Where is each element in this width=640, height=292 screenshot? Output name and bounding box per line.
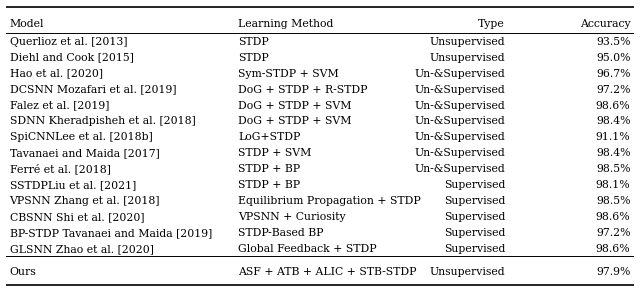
Text: Un-&Supervised: Un-&Supervised [414, 132, 505, 142]
Text: 98.4%: 98.4% [596, 117, 630, 126]
Text: Un-&Supervised: Un-&Supervised [414, 148, 505, 158]
Text: Ours: Ours [10, 267, 36, 277]
Text: Diehl and Cook [2015]: Diehl and Cook [2015] [10, 53, 133, 63]
Text: Supervised: Supervised [444, 212, 505, 222]
Text: 98.4%: 98.4% [596, 148, 630, 158]
Text: 93.5%: 93.5% [596, 37, 630, 47]
Text: Querlioz et al. [2013]: Querlioz et al. [2013] [10, 37, 127, 47]
Text: Un-&Supervised: Un-&Supervised [414, 85, 505, 95]
Text: 98.6%: 98.6% [596, 244, 630, 254]
Text: 91.1%: 91.1% [596, 132, 630, 142]
Text: SSTDPLiu et al. [2021]: SSTDPLiu et al. [2021] [10, 180, 136, 190]
Text: DoG + STDP + SVM: DoG + STDP + SVM [239, 100, 352, 110]
Text: Falez et al. [2019]: Falez et al. [2019] [10, 100, 109, 110]
Text: Equilibrium Propagation + STDP: Equilibrium Propagation + STDP [239, 196, 421, 206]
Text: BP-STDP Tavanaei and Maida [2019]: BP-STDP Tavanaei and Maida [2019] [10, 228, 212, 238]
Text: Supervised: Supervised [444, 180, 505, 190]
Text: Learning Method: Learning Method [239, 19, 334, 29]
Text: STDP-Based BP: STDP-Based BP [239, 228, 324, 238]
Text: ASF + ATB + ALIC + STB-STDP: ASF + ATB + ALIC + STB-STDP [239, 267, 417, 277]
Text: Model: Model [10, 19, 44, 29]
Text: Ferré et al. [2018]: Ferré et al. [2018] [10, 164, 111, 175]
Text: Un-&Supervised: Un-&Supervised [414, 164, 505, 174]
Text: Hao et al. [2020]: Hao et al. [2020] [10, 69, 102, 79]
Text: 98.6%: 98.6% [596, 100, 630, 110]
Text: Unsupervised: Unsupervised [429, 37, 505, 47]
Text: 98.5%: 98.5% [596, 164, 630, 174]
Text: 98.5%: 98.5% [596, 196, 630, 206]
Text: DCSNN Mozafari et al. [2019]: DCSNN Mozafari et al. [2019] [10, 85, 176, 95]
Text: 97.9%: 97.9% [596, 267, 630, 277]
Text: Tavanaei and Maida [2017]: Tavanaei and Maida [2017] [10, 148, 159, 158]
Text: Supervised: Supervised [444, 196, 505, 206]
Text: Sym-STDP + SVM: Sym-STDP + SVM [239, 69, 339, 79]
Text: 98.6%: 98.6% [596, 212, 630, 222]
Text: 96.7%: 96.7% [596, 69, 630, 79]
Text: Un-&Supervised: Un-&Supervised [414, 117, 505, 126]
Text: STDP + BP: STDP + BP [239, 164, 301, 174]
Text: 97.2%: 97.2% [596, 228, 630, 238]
Text: Un-&Supervised: Un-&Supervised [414, 69, 505, 79]
Text: STDP: STDP [239, 37, 269, 47]
Text: DoG + STDP + SVM: DoG + STDP + SVM [239, 117, 352, 126]
Text: STDP: STDP [239, 53, 269, 63]
Text: GLSNN Zhao et al. [2020]: GLSNN Zhao et al. [2020] [10, 244, 154, 254]
Text: 95.0%: 95.0% [596, 53, 630, 63]
Text: SDNN Kheradpisheh et al. [2018]: SDNN Kheradpisheh et al. [2018] [10, 117, 195, 126]
Text: LoG+STDP: LoG+STDP [239, 132, 301, 142]
Text: Accuracy: Accuracy [580, 19, 630, 29]
Text: 97.2%: 97.2% [596, 85, 630, 95]
Text: Global Feedback + STDP: Global Feedback + STDP [239, 244, 377, 254]
Text: Type: Type [478, 19, 505, 29]
Text: DoG + STDP + R-STDP: DoG + STDP + R-STDP [239, 85, 368, 95]
Text: SpiCNNLee et al. [2018b]: SpiCNNLee et al. [2018b] [10, 132, 152, 142]
Text: Unsupervised: Unsupervised [429, 53, 505, 63]
Text: Supervised: Supervised [444, 228, 505, 238]
Text: Un-&Supervised: Un-&Supervised [414, 100, 505, 110]
Text: VPSNN + Curiosity: VPSNN + Curiosity [239, 212, 346, 222]
Text: Unsupervised: Unsupervised [429, 267, 505, 277]
Text: CBSNN Shi et al. [2020]: CBSNN Shi et al. [2020] [10, 212, 144, 222]
Text: 98.1%: 98.1% [596, 180, 630, 190]
Text: Supervised: Supervised [444, 244, 505, 254]
Text: VPSNN Zhang et al. [2018]: VPSNN Zhang et al. [2018] [10, 196, 160, 206]
Text: STDP + BP: STDP + BP [239, 180, 301, 190]
Text: STDP + SVM: STDP + SVM [239, 148, 312, 158]
